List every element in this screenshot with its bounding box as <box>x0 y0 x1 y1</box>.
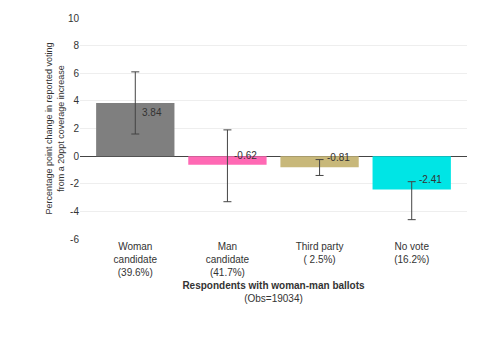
svg-text:-4: -4 <box>70 206 79 217</box>
svg-text:Percentage point change in rep: Percentage point change in reported voti… <box>44 42 66 214</box>
svg-text:No vote(16.2%): No vote(16.2%) <box>394 241 429 265</box>
svg-text:-0.81: -0.81 <box>327 152 350 163</box>
svg-text:0: 0 <box>73 151 79 162</box>
svg-text:-0.62: -0.62 <box>234 150 257 161</box>
svg-text:6: 6 <box>73 68 79 79</box>
svg-text:Respondents with woman-man bal: Respondents with woman-man ballots(Obs=1… <box>182 280 365 304</box>
svg-text:3.84: 3.84 <box>142 107 162 118</box>
svg-text:8: 8 <box>73 40 79 51</box>
svg-text:Womancandidate(39.6%): Womancandidate(39.6%) <box>114 241 158 278</box>
svg-text:10: 10 <box>68 13 80 24</box>
svg-text:Mancandidate(41.7%): Mancandidate(41.7%) <box>206 241 250 278</box>
svg-text:Third party( 2.5%): Third party( 2.5%) <box>296 241 344 265</box>
svg-text:2: 2 <box>73 123 79 134</box>
svg-text:-6: -6 <box>70 234 79 245</box>
svg-text:4: 4 <box>73 95 79 106</box>
svg-text:-2: -2 <box>70 178 79 189</box>
svg-text:-2.41: -2.41 <box>419 174 442 185</box>
